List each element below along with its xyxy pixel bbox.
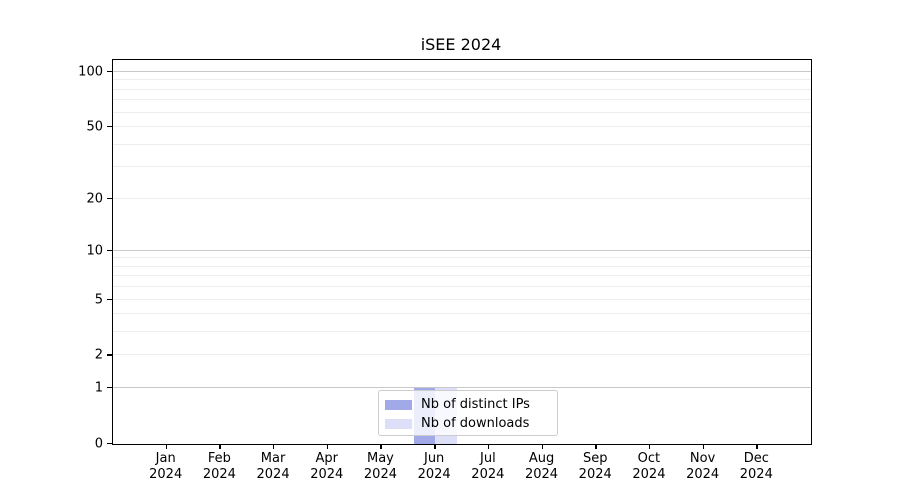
plot-area xyxy=(112,59,812,445)
y-gridline-minor xyxy=(113,166,811,168)
x-tick-label: Dec 2024 xyxy=(739,451,773,482)
y-tick-mark xyxy=(107,354,112,356)
x-tick-label: Oct 2024 xyxy=(632,451,666,482)
y-gridline-minor xyxy=(113,79,811,81)
legend-label-downloads: Nb of downloads xyxy=(421,416,530,431)
chart-title: iSEE 2024 xyxy=(420,35,502,54)
x-tick-label: Aug 2024 xyxy=(524,451,559,482)
y-tick-mark xyxy=(107,70,112,73)
x-tick-label: Nov 2024 xyxy=(686,451,720,482)
x-tick-mark xyxy=(165,444,168,449)
y-tick-mark xyxy=(107,387,112,389)
x-tick-mark xyxy=(326,444,329,449)
y-gridline-minor xyxy=(113,265,811,267)
y-tick-label: 5 xyxy=(94,292,103,308)
x-tick-label: Feb 2024 xyxy=(202,451,236,482)
legend-label-distinct-ips: Nb of distinct IPs xyxy=(421,397,530,412)
x-tick-mark xyxy=(434,444,436,449)
x-tick-mark xyxy=(273,444,275,449)
y-gridline-minor xyxy=(113,331,811,333)
x-tick-label: Jan 2024 xyxy=(149,451,183,482)
legend: Nb of distinct IPs Nb of downloads xyxy=(378,390,558,436)
x-tick-mark xyxy=(487,444,490,449)
x-tick-label: Apr 2024 xyxy=(310,451,344,482)
x-tick-mark xyxy=(541,444,543,449)
y-gridline-major xyxy=(113,70,811,72)
y-gridline-minor xyxy=(113,286,811,288)
y-tick-label: 20 xyxy=(86,191,103,206)
y-gridline-minor xyxy=(113,88,811,90)
x-tick-label: May 2024 xyxy=(363,451,397,482)
y-gridline-minor xyxy=(113,313,811,315)
y-gridline-minor xyxy=(113,275,811,277)
y-tick-mark xyxy=(107,197,112,199)
y-tick-label: 100 xyxy=(78,64,103,80)
y-tick-mark xyxy=(107,298,112,300)
y-tick-mark xyxy=(107,443,112,445)
x-tick-mark xyxy=(219,444,221,449)
x-tick-mark xyxy=(756,444,758,449)
y-gridline-minor xyxy=(113,257,811,259)
y-gridline-minor xyxy=(113,143,811,145)
x-tick-mark xyxy=(648,444,651,449)
y-tick-label: 2 xyxy=(94,347,103,363)
y-gridline-major xyxy=(113,387,811,389)
y-tick-label: 0 xyxy=(94,436,103,452)
y-gridline-minor xyxy=(113,125,811,127)
y-tick-label: 1 xyxy=(94,380,103,396)
x-tick-mark xyxy=(595,444,597,449)
y-gridline-minor xyxy=(113,197,811,199)
x-tick-label: Mar 2024 xyxy=(256,451,290,482)
legend-row-distinct-ips: Nb of distinct IPs xyxy=(385,395,557,414)
y-gridline-minor xyxy=(113,99,811,101)
y-tick-label: 50 xyxy=(86,119,103,135)
x-tick-label: Jun 2024 xyxy=(417,451,451,482)
x-tick-label: Jul 2024 xyxy=(471,451,505,482)
x-tick-mark xyxy=(702,444,704,449)
y-gridline-minor xyxy=(113,111,811,113)
y-gridline-minor xyxy=(113,354,811,356)
y-gridline-minor xyxy=(113,298,811,300)
y-tick-mark xyxy=(107,125,112,128)
y-tick-label: 10 xyxy=(86,243,103,259)
x-tick-mark xyxy=(380,444,382,449)
y-tick-mark xyxy=(107,249,112,252)
legend-swatch-distinct-ips xyxy=(385,399,412,410)
legend-swatch-downloads xyxy=(385,418,412,429)
x-tick-label: Sep 2024 xyxy=(578,451,612,482)
y-gridline-major xyxy=(113,249,811,251)
legend-row-downloads: Nb of downloads xyxy=(385,414,557,433)
